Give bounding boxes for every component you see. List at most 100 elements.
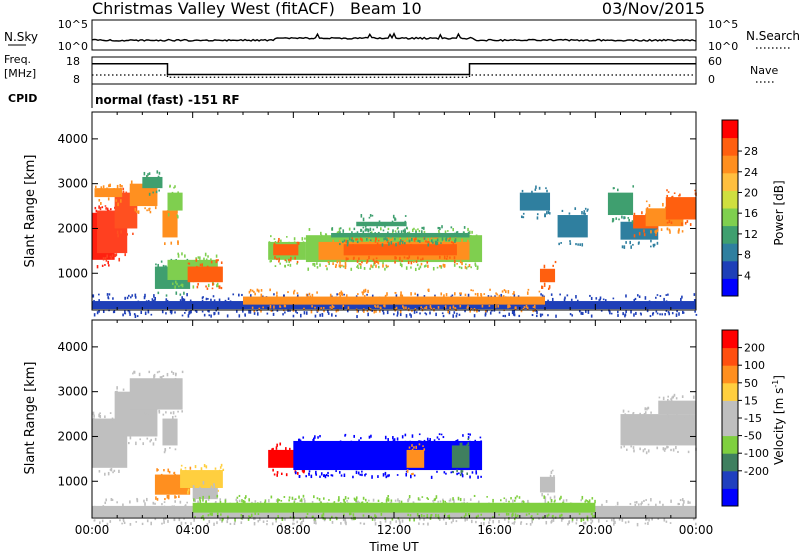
speckle [588, 499, 591, 503]
speckle [327, 310, 329, 313]
speckle [405, 266, 408, 270]
speckle [311, 293, 314, 297]
speckle [341, 292, 344, 296]
speckle [208, 310, 210, 313]
speckle [627, 217, 630, 219]
speckle [387, 438, 389, 442]
speckle [548, 212, 551, 215]
speckle [618, 517, 621, 521]
speckle [374, 239, 377, 243]
speckle [165, 312, 167, 315]
speckle [344, 433, 347, 436]
speckle [399, 294, 402, 297]
speckle [181, 252, 183, 256]
speckle [406, 469, 409, 473]
speckle [614, 520, 616, 525]
speckle [177, 241, 179, 246]
speckle [522, 307, 525, 311]
speckle [307, 267, 310, 271]
speckle [129, 296, 132, 299]
speckle [120, 199, 122, 203]
speckle [587, 310, 590, 314]
speckle [129, 522, 132, 526]
speckle [648, 300, 651, 304]
speckle [114, 254, 117, 257]
nsky-tick-top-right: 10^5 [708, 18, 738, 31]
speckle [358, 257, 360, 261]
speckle [146, 174, 148, 179]
speckle [535, 185, 537, 189]
speckle [202, 481, 205, 485]
speckle [522, 212, 525, 215]
speckle [583, 210, 586, 213]
speckle [469, 440, 471, 444]
speckle [410, 266, 412, 269]
speckle [158, 410, 161, 414]
speckle [554, 260, 557, 264]
colorbar-swatch [722, 260, 738, 279]
speckle [425, 313, 428, 316]
speckle [426, 241, 429, 243]
speckle [238, 494, 241, 497]
speckle [204, 252, 207, 257]
speckle [673, 393, 676, 397]
speckle [327, 474, 329, 477]
velocity-data-layer [92, 370, 697, 527]
speckle [98, 293, 100, 296]
speckle [344, 265, 347, 270]
speckle [166, 299, 169, 303]
speckle [331, 304, 334, 308]
data-region [293, 440, 483, 471]
speckle [164, 448, 167, 452]
speckle [416, 513, 419, 517]
speckle [437, 514, 440, 518]
speckle [186, 501, 188, 504]
speckle [531, 314, 534, 317]
speckle [152, 191, 154, 194]
speckle [550, 470, 553, 474]
speckle [144, 502, 146, 506]
speckle [335, 314, 337, 317]
speckle [140, 310, 143, 314]
speckle [364, 225, 367, 228]
speckle [438, 518, 441, 521]
speckle [388, 474, 390, 477]
speckle [652, 243, 655, 247]
speckle [571, 520, 574, 523]
speckle [438, 229, 440, 233]
speckle [440, 292, 443, 296]
speckle [207, 298, 209, 300]
speckle [441, 312, 444, 315]
speckle [620, 446, 623, 449]
speckle [173, 186, 175, 189]
speckle [525, 523, 528, 525]
speckle [220, 286, 223, 290]
speckle [370, 434, 372, 438]
speckle [200, 467, 203, 471]
speckle [689, 501, 691, 504]
speckle [154, 437, 157, 441]
speckle [477, 500, 480, 503]
speckle [510, 497, 512, 500]
speckle [174, 500, 176, 503]
speckle [392, 243, 395, 246]
speckle [217, 259, 219, 262]
speckle [278, 499, 281, 502]
colorbar-tick-label: -200 [744, 465, 769, 478]
speckle [550, 499, 553, 503]
speckle [434, 240, 437, 245]
speckle [344, 517, 346, 520]
speckle [146, 519, 149, 523]
speckle [486, 496, 488, 498]
speckle [547, 210, 550, 214]
speckle [473, 494, 476, 497]
colorbar-tick-label: 15 [744, 394, 758, 407]
speckle [644, 411, 647, 414]
speckle [397, 498, 399, 502]
speckle [181, 410, 183, 413]
speckle [452, 519, 454, 522]
speckle [583, 521, 585, 525]
speckle [280, 239, 282, 243]
speckle [371, 214, 374, 217]
speckle [342, 229, 345, 233]
